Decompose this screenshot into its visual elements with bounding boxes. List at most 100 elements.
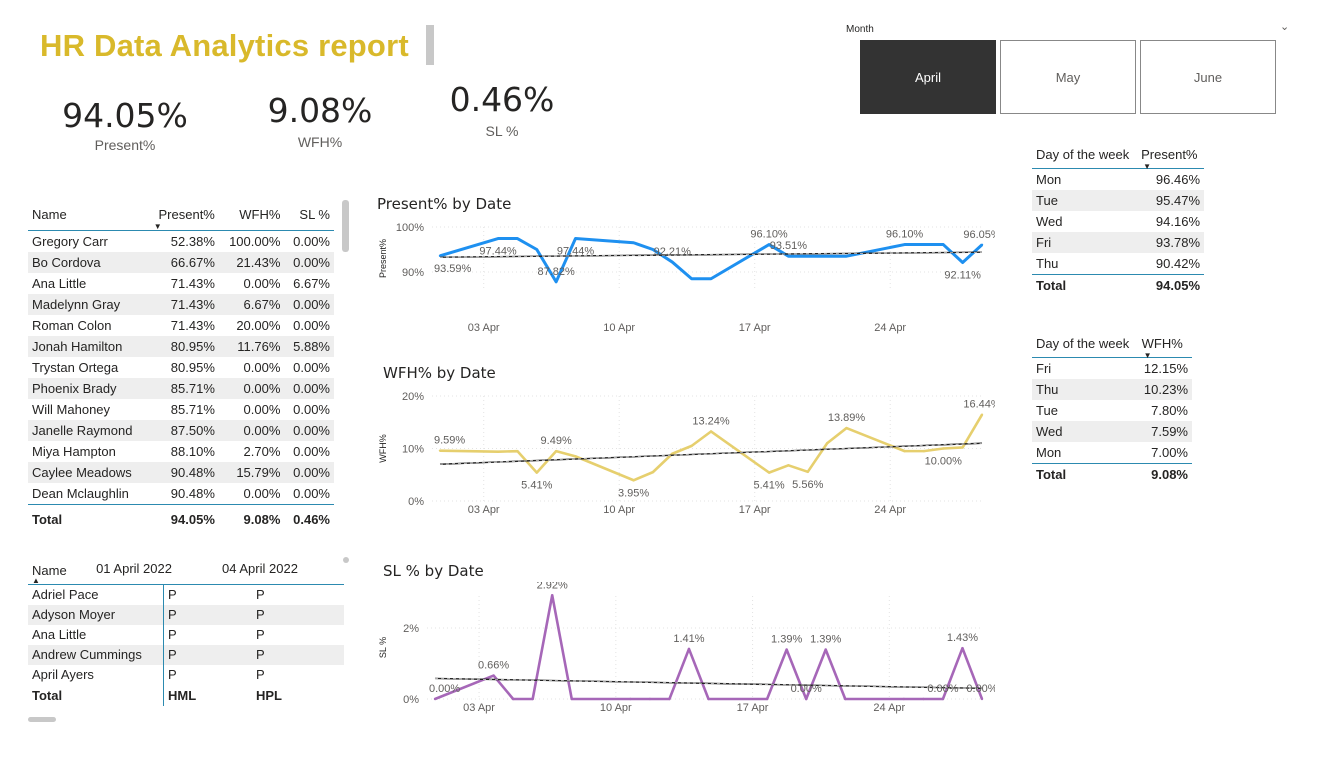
data-point bbox=[433, 697, 437, 701]
employee-cell: Janelle Raymond bbox=[28, 419, 148, 441]
kpi-sl-label: SL % bbox=[485, 123, 519, 139]
trend-line-dash bbox=[434, 678, 983, 689]
attendance-row[interactable]: Andrew Cummings P P bbox=[28, 644, 344, 665]
y-axis-label: Present% bbox=[378, 239, 388, 278]
data-point bbox=[824, 648, 827, 651]
dow-wfh-row[interactable]: Mon 7.00% bbox=[1032, 442, 1192, 464]
employee-cell: 15.79% bbox=[218, 461, 285, 483]
slicer-option-april[interactable]: April bbox=[860, 40, 996, 114]
dow-wfh-header-day[interactable]: Day of the week bbox=[1032, 329, 1138, 358]
employee-table: Name Present% ▼ WFH% SL % Gregory Carr 52… bbox=[28, 198, 338, 534]
wfh-by-date-chart[interactable]: WFH% 0% 10% 20% 03 Apr 10 Apr 17 Apr 24 Apr 9.59… bbox=[370, 384, 995, 524]
data-point bbox=[942, 447, 945, 450]
dow-wfh-cell: Mon bbox=[1036, 444, 1062, 460]
data-label: 5.41% bbox=[521, 480, 552, 492]
data-point bbox=[438, 449, 442, 452]
employee-cell: 90.48% bbox=[170, 485, 215, 501]
col-header-name[interactable]: Name bbox=[28, 198, 148, 231]
data-point bbox=[535, 248, 538, 251]
employee-cell: 0.00% bbox=[243, 485, 281, 501]
data-label: 1.39% bbox=[771, 634, 802, 646]
dow-present-cell: Mon bbox=[1036, 171, 1062, 187]
present-by-date-chart[interactable]: Present% 90% 100% 03 Apr 10 Apr 17 Apr 24 Apr 9… bbox=[370, 215, 995, 345]
employee-row[interactable]: Miya Hampton 88.10% 2.70% 0.00% bbox=[28, 441, 334, 462]
dow-present-table: Day of the week Present% ▼ Mon 96.46% Tue 9… bbox=[1032, 140, 1207, 296]
attendance-row[interactable]: Adriel Pace P P bbox=[28, 584, 344, 605]
employee-row[interactable]: Ana Little 71.43% 0.00% 6.67% bbox=[28, 273, 334, 294]
employee-cell: 66.67% bbox=[147, 251, 219, 273]
employee-row[interactable]: Bo Cordova 66.67% 21.43% 0.00% bbox=[28, 251, 334, 273]
employee-row[interactable]: Trystan Ortega 80.95% 0.00% 0.00% bbox=[28, 357, 334, 378]
employee-row[interactable]: Madelynn Gray 71.43% 6.67% 0.00% bbox=[28, 293, 334, 315]
data-label: 1.41% bbox=[673, 633, 704, 645]
slicer-option-june[interactable]: June bbox=[1140, 40, 1276, 114]
employee-row[interactable]: Caylee Meadows 90.48% 15.79% 0.00% bbox=[28, 461, 334, 483]
col-header-wfh[interactable]: WFH% bbox=[218, 198, 285, 231]
employee-row[interactable]: Dean Mclaughlin 90.48% 0.00% 0.00% bbox=[28, 483, 334, 505]
data-label: 2.92% bbox=[537, 582, 568, 591]
employee-cell: Ana Little bbox=[32, 275, 87, 291]
employee-cell: Phoenix Brady bbox=[28, 377, 148, 399]
dow-wfh-table: Day of the week WFH% ▼ Fri 12.15% Thu 10.23… bbox=[1032, 329, 1194, 485]
dow-present-cell: 93.78% bbox=[1137, 231, 1204, 253]
data-label: 0.00% bbox=[791, 683, 822, 695]
data-point bbox=[941, 697, 945, 701]
y-tick-label: 100% bbox=[396, 222, 424, 234]
employee-row[interactable]: Phoenix Brady 85.71% 0.00% 0.00% bbox=[28, 377, 334, 399]
dow-present-header-day[interactable]: Day of the week bbox=[1032, 140, 1138, 169]
att-header-date-2[interactable]: 04 April 2022 bbox=[218, 552, 344, 585]
title-accent-bar bbox=[426, 25, 434, 65]
employee-row[interactable]: Jonah Hamilton 80.95% 11.76% 5.88% bbox=[28, 335, 334, 357]
dow-wfh-row[interactable]: Wed 7.59% bbox=[1032, 420, 1192, 442]
employee-row[interactable]: Will Mahoney 85.71% 0.00% 0.00% bbox=[28, 399, 334, 420]
total-wfh: 9.08% bbox=[218, 503, 285, 534]
sl-by-date-chart[interactable]: SL % 0% 2% 03 Apr 10 Apr 17 Apr 24 Apr 0.00% 0.6… bbox=[370, 582, 995, 722]
y-axis-label: WFH% bbox=[378, 434, 388, 463]
attendance-cell: April Ayers bbox=[32, 667, 94, 682]
attendance-vscroll[interactable] bbox=[343, 557, 349, 563]
attendance-row[interactable]: April Ayers P P bbox=[28, 664, 344, 685]
attendance-row[interactable]: Adyson Moyer P P bbox=[28, 604, 344, 625]
col-header-sl[interactable]: SL % bbox=[284, 198, 334, 231]
data-label: 0.66% bbox=[478, 660, 509, 672]
dow-present-row[interactable]: Tue 95.47% bbox=[1032, 189, 1204, 211]
attendance-hscroll[interactable] bbox=[28, 717, 56, 722]
attendance-row[interactable]: Ana Little P P bbox=[28, 624, 344, 645]
data-point bbox=[942, 243, 945, 246]
data-point bbox=[961, 446, 964, 449]
dow-wfh-row[interactable]: Tue 7.80% bbox=[1032, 400, 1192, 421]
employee-row[interactable]: Roman Colon 71.43% 20.00% 0.00% bbox=[28, 315, 334, 336]
y-tick-label: 10% bbox=[402, 444, 424, 456]
data-label: 13.24% bbox=[692, 415, 730, 427]
kpi-present: 94.05% Present% bbox=[55, 96, 195, 153]
dow-present-row[interactable]: Thu 90.42% bbox=[1032, 253, 1204, 275]
dow-wfh-header-value[interactable]: WFH% ▼ bbox=[1137, 329, 1192, 359]
dow-present-row[interactable]: Fri 93.78% bbox=[1032, 231, 1204, 253]
dow-present-cell: 95.47% bbox=[1137, 189, 1204, 211]
employee-cell: 52.38% bbox=[170, 233, 215, 249]
att-header-name[interactable]: Name ▲ bbox=[28, 552, 93, 585]
employee-cell: 100.00% bbox=[229, 233, 281, 249]
att-header-date-1[interactable]: 01 April 2022 bbox=[92, 552, 219, 585]
dow-present-header-value[interactable]: Present% ▼ bbox=[1137, 140, 1204, 171]
data-point bbox=[671, 260, 674, 264]
data-label: 96.10% bbox=[750, 229, 788, 241]
slicer-option-may[interactable]: May bbox=[1000, 40, 1136, 114]
dow-wfh-cell: 7.59% bbox=[1137, 420, 1192, 442]
dow-present-total-label: Total bbox=[1032, 273, 1138, 296]
employee-cell: Madelynn Gray bbox=[28, 293, 148, 315]
dow-present-row[interactable]: Mon 96.46% bbox=[1032, 168, 1204, 190]
attendance-cell: P bbox=[252, 644, 344, 665]
employee-cell: 20.00% bbox=[236, 317, 281, 333]
chevron-down-icon[interactable]: ⌄ bbox=[1280, 20, 1290, 33]
dow-wfh-row[interactable]: Fri 12.15% bbox=[1032, 357, 1192, 379]
col-header-present[interactable]: Present% ▼ bbox=[147, 198, 219, 231]
employee-row[interactable]: Gregory Carr 52.38% 100.00% 0.00% bbox=[28, 230, 334, 252]
employee-row[interactable]: Janelle Raymond 87.50% 0.00% 0.00% bbox=[28, 419, 334, 441]
data-point bbox=[648, 697, 652, 701]
dow-wfh-row[interactable]: Thu 10.23% bbox=[1032, 378, 1192, 400]
sort-desc-icon: ▼ bbox=[1143, 161, 1152, 171]
dow-present-row[interactable]: Wed 94.16% bbox=[1032, 211, 1204, 232]
attendance-cell: Andrew Cummings bbox=[28, 644, 164, 665]
employee-table-scrollbar[interactable] bbox=[342, 200, 349, 252]
